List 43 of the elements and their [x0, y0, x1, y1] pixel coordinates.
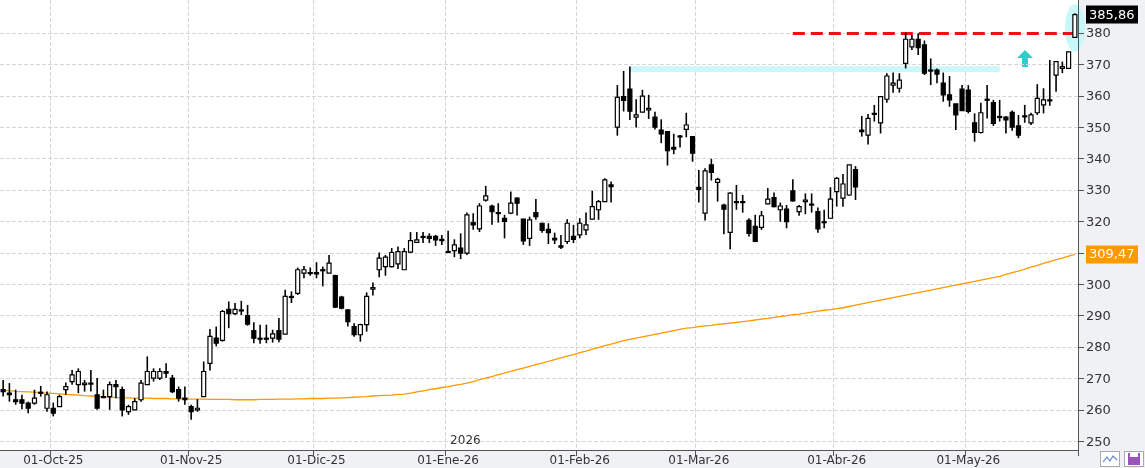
x-tick-label: 01-Ene-26: [417, 453, 480, 467]
y-tick-label: 260: [1086, 402, 1111, 418]
candlestick: [1072, 12, 1078, 39]
candlestick: [244, 304, 251, 327]
y-tick-label: 360: [1086, 88, 1111, 104]
y-tick-label: 250: [1086, 433, 1111, 449]
y-tick-label: 330: [1086, 182, 1111, 198]
y-tick-label: 340: [1086, 151, 1111, 167]
candlestick: [715, 176, 721, 203]
x-tick-label: 01-Oct-25: [23, 453, 84, 467]
candlestick: [802, 192, 808, 215]
y-tick-label: 270: [1086, 370, 1111, 386]
y-tick-label: 300: [1086, 276, 1111, 292]
text: 309,47: [1089, 246, 1135, 262]
candlestick: [633, 98, 639, 129]
y-tick-label: 380: [1086, 25, 1111, 41]
x-tick-label: 01-Dic-25: [287, 453, 346, 467]
x-tick-label: 01-Nov-25: [160, 453, 223, 467]
candlestick: [809, 192, 815, 214]
candlestick: [683, 111, 689, 139]
x-tick-label: 01-May-26: [936, 453, 1001, 467]
candlestick: [501, 213, 508, 240]
candlestick: [677, 134, 683, 149]
y-tick-label: 290: [1086, 308, 1111, 324]
candlestick: [63, 381, 69, 396]
y-tick-label: 320: [1086, 213, 1111, 229]
y-tick-label: 370: [1086, 56, 1111, 72]
candlestick: [38, 385, 44, 398]
text: 385,86: [1089, 6, 1135, 22]
candlestick: [533, 198, 539, 221]
candlestick: [689, 135, 696, 163]
candlestick: [790, 178, 796, 203]
candlestick: [0, 379, 6, 398]
x-tick-label: 01-Mar-26: [668, 453, 730, 467]
candlestick: [827, 186, 834, 220]
candlestick: [495, 202, 501, 224]
candlestick: [558, 234, 564, 250]
x-tick-label: 01-Feb-26: [549, 453, 610, 467]
y-tick-label: 350: [1086, 119, 1111, 135]
annotation: 2026: [450, 433, 481, 447]
x-tick-label: 01-Abr-26: [807, 453, 867, 467]
y-tick-label: 280: [1086, 339, 1111, 355]
candlestick: [984, 84, 990, 120]
